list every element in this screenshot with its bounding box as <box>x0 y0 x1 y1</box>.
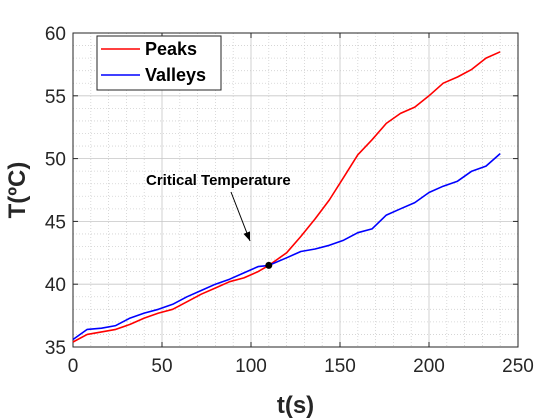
y-tick-label: 55 <box>45 87 66 108</box>
x-axis-label: t(s) <box>277 392 314 419</box>
y-tick-label: 60 <box>45 24 66 45</box>
legend-label-valleys: Valleys <box>145 65 206 85</box>
legend-box <box>96 35 222 91</box>
x-axis-ticks: 0 50 100 150 200 250 <box>68 33 534 377</box>
y-tick-label: 45 <box>45 212 66 233</box>
series-line-peaks <box>72 51 501 343</box>
x-tick-label: 100 <box>235 356 267 377</box>
x-tick-label: 0 <box>68 356 79 377</box>
minor-grid <box>73 33 518 347</box>
y-tick-label: 50 <box>45 150 66 171</box>
annotation: Critical Temperature <box>146 172 291 269</box>
y-axis-label: T(ºC) <box>4 162 31 219</box>
x-tick-label: 250 <box>502 356 534 377</box>
annotation-label: Critical Temperature <box>146 172 291 189</box>
data-series <box>72 51 501 343</box>
y-axis-ticks: 35 40 45 50 55 60 <box>45 24 518 359</box>
annotation-arrow-head <box>243 231 251 241</box>
legend-label-peaks: Peaks <box>145 39 197 59</box>
y-tick-label: 35 <box>45 338 66 359</box>
plot-area-frame <box>72 32 519 348</box>
x-tick-label: 200 <box>413 356 445 377</box>
y-tick-label: 40 <box>45 275 66 296</box>
legend: Peaks Valleys <box>96 35 222 91</box>
series-line-valleys <box>72 152 501 341</box>
x-tick-label: 50 <box>151 356 172 377</box>
x-tick-label: 150 <box>324 356 356 377</box>
critical-point-marker <box>265 261 273 269</box>
